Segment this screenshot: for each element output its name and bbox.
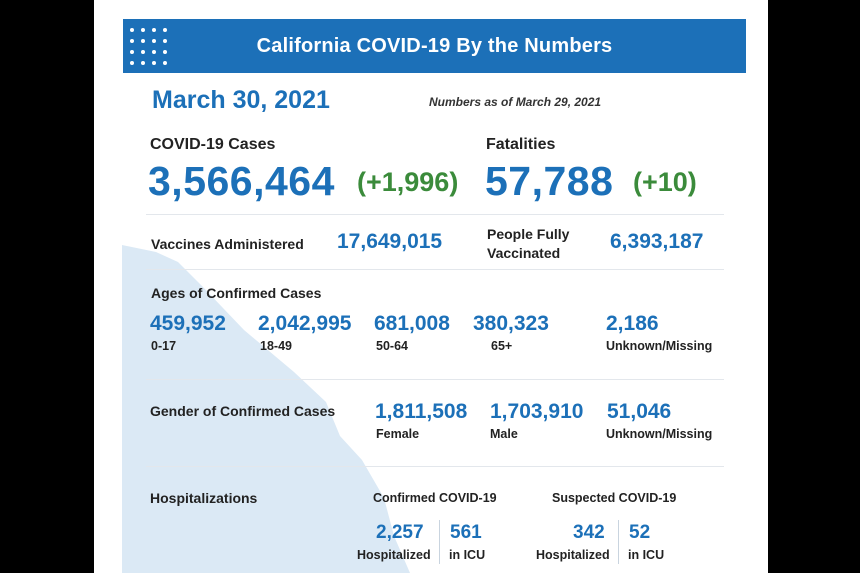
- age-group-label: 18-49: [260, 339, 292, 353]
- gender-group-label: Male: [490, 427, 518, 441]
- suspected-icu-label: in ICU: [628, 548, 665, 562]
- suspected-covid-title: Suspected COVID-19: [552, 491, 677, 505]
- gender-section-title: Gender of Confirmed Cases: [150, 403, 336, 419]
- divider: [439, 520, 440, 564]
- divider: [618, 520, 619, 564]
- ages-section-title: Ages of Confirmed Cases: [151, 285, 322, 301]
- suspected-icu-value: 52: [629, 522, 651, 543]
- fatalities-label: Fatalities: [486, 136, 556, 153]
- gender-group-value: 51,046: [607, 400, 672, 423]
- fully-vaccinated-value: 6,393,187: [610, 230, 704, 253]
- divider: [146, 379, 724, 380]
- fully-vaccinated-label-line2: Vaccinated: [487, 245, 561, 261]
- age-group-value: 681,008: [374, 312, 450, 335]
- fully-vaccinated-label-line1: People Fully: [487, 226, 570, 242]
- page-title: California COVID-19 By the Numbers: [256, 35, 613, 57]
- cases-change: (+1,996): [357, 167, 459, 197]
- divider: [146, 466, 724, 467]
- age-group-value: 380,323: [473, 312, 549, 335]
- divider: [146, 214, 724, 215]
- dots-decoration-icon: [130, 28, 167, 65]
- fatalities-change: (+10): [633, 167, 697, 197]
- confirmed-hospitalized-label: Hospitalized: [357, 548, 431, 562]
- suspected-hospitalized-label: Hospitalized: [536, 548, 610, 562]
- cases-label: COVID-19 Cases: [150, 136, 276, 153]
- fatalities-value: 57,788: [485, 158, 614, 204]
- california-map-shape: [122, 245, 410, 573]
- confirmed-icu-label: in ICU: [449, 548, 486, 562]
- age-group-label: 50-64: [376, 339, 408, 353]
- age-group-value: 459,952: [150, 312, 226, 335]
- vaccines-administered-label: Vaccines Administered: [151, 236, 304, 252]
- gender-group-label: Unknown/Missing: [606, 427, 713, 441]
- confirmed-covid-title: Confirmed COVID-19: [373, 491, 497, 505]
- age-group-label: 0-17: [151, 339, 177, 353]
- title-banner: California COVID-19 By the Numbers: [123, 19, 746, 73]
- divider: [146, 269, 724, 270]
- vaccines-administered-value: 17,649,015: [337, 230, 443, 253]
- report-date: March 30, 2021: [152, 86, 330, 114]
- gender-group-value: 1,703,910: [490, 400, 584, 423]
- infographic-card: California COVID-19 By the Numbers March…: [94, 0, 768, 573]
- age-group-label: Unknown/Missing: [606, 339, 713, 353]
- age-group-value: 2,042,995: [258, 312, 352, 335]
- confirmed-icu-value: 561: [450, 522, 482, 543]
- gender-group-value: 1,811,508: [375, 400, 468, 423]
- cases-value: 3,566,464: [148, 158, 335, 204]
- suspected-hospitalized-value: 342: [573, 522, 605, 543]
- confirmed-hospitalized-value: 2,257: [376, 522, 424, 543]
- hospitalizations-section-title: Hospitalizations: [150, 490, 258, 506]
- age-group-label: 65+: [491, 339, 513, 353]
- gender-group-label: Female: [376, 427, 420, 441]
- age-group-value: 2,186: [606, 312, 659, 335]
- as-of-note: Numbers as of March 29, 2021: [429, 95, 602, 109]
